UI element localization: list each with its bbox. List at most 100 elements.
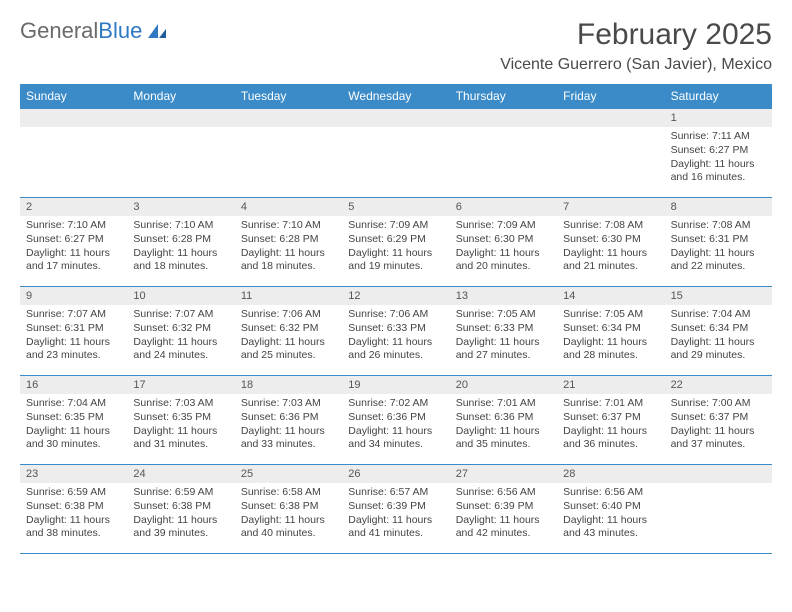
daylight-text: Daylight: 11 hours and 22 minutes. — [671, 247, 766, 274]
page-header: GeneralBlue February 2025 Vicente Guerre… — [20, 18, 772, 74]
sunrise-text: Sunrise: 6:56 AM — [563, 486, 658, 500]
daylight-text: Daylight: 11 hours and 29 minutes. — [671, 336, 766, 363]
sunset-text: Sunset: 6:38 PM — [241, 500, 336, 514]
logo: GeneralBlue — [20, 18, 168, 44]
day-details: Sunrise: 6:57 AMSunset: 6:39 PMDaylight:… — [342, 483, 449, 547]
daylight-text: Daylight: 11 hours and 19 minutes. — [348, 247, 443, 274]
sunset-text: Sunset: 6:27 PM — [671, 144, 766, 158]
sunrise-text: Sunrise: 6:57 AM — [348, 486, 443, 500]
calendar-day-cell: 21Sunrise: 7:01 AMSunset: 6:37 PMDayligh… — [557, 376, 664, 464]
day-details: Sunrise: 7:11 AMSunset: 6:27 PMDaylight:… — [665, 127, 772, 191]
day-details: Sunrise: 7:01 AMSunset: 6:37 PMDaylight:… — [557, 394, 664, 458]
sunset-text: Sunset: 6:27 PM — [26, 233, 121, 247]
day-number — [557, 109, 664, 127]
calendar-day-cell: 1Sunrise: 7:11 AMSunset: 6:27 PMDaylight… — [665, 109, 772, 197]
sunrise-text: Sunrise: 6:59 AM — [26, 486, 121, 500]
daylight-text: Daylight: 11 hours and 24 minutes. — [133, 336, 228, 363]
sunrise-text: Sunrise: 7:04 AM — [26, 397, 121, 411]
weekday-header-cell: Sunday — [20, 84, 127, 108]
calendar-day-cell: 26Sunrise: 6:57 AMSunset: 6:39 PMDayligh… — [342, 465, 449, 553]
sunset-text: Sunset: 6:35 PM — [133, 411, 228, 425]
sunrise-text: Sunrise: 7:04 AM — [671, 308, 766, 322]
calendar-day-cell: 10Sunrise: 7:07 AMSunset: 6:32 PMDayligh… — [127, 287, 234, 375]
calendar-day-cell: 17Sunrise: 7:03 AMSunset: 6:35 PMDayligh… — [127, 376, 234, 464]
calendar-day-cell — [450, 109, 557, 197]
calendar-day-cell: 15Sunrise: 7:04 AMSunset: 6:34 PMDayligh… — [665, 287, 772, 375]
day-number: 10 — [127, 287, 234, 305]
day-number: 22 — [665, 376, 772, 394]
day-number: 27 — [450, 465, 557, 483]
daylight-text: Daylight: 11 hours and 23 minutes. — [26, 336, 121, 363]
day-details: Sunrise: 7:03 AMSunset: 6:35 PMDaylight:… — [127, 394, 234, 458]
sunrise-text: Sunrise: 6:58 AM — [241, 486, 336, 500]
sunset-text: Sunset: 6:39 PM — [456, 500, 551, 514]
calendar-day-cell: 8Sunrise: 7:08 AMSunset: 6:31 PMDaylight… — [665, 198, 772, 286]
calendar-week-row: 16Sunrise: 7:04 AMSunset: 6:35 PMDayligh… — [20, 375, 772, 464]
day-number: 9 — [20, 287, 127, 305]
sunrise-text: Sunrise: 7:06 AM — [241, 308, 336, 322]
day-details: Sunrise: 7:09 AMSunset: 6:30 PMDaylight:… — [450, 216, 557, 280]
daylight-text: Daylight: 11 hours and 40 minutes. — [241, 514, 336, 541]
calendar-day-cell: 24Sunrise: 6:59 AMSunset: 6:38 PMDayligh… — [127, 465, 234, 553]
day-number: 14 — [557, 287, 664, 305]
sunrise-text: Sunrise: 7:09 AM — [348, 219, 443, 233]
day-number: 16 — [20, 376, 127, 394]
calendar-day-cell: 2Sunrise: 7:10 AMSunset: 6:27 PMDaylight… — [20, 198, 127, 286]
calendar-day-cell — [342, 109, 449, 197]
sunset-text: Sunset: 6:34 PM — [671, 322, 766, 336]
daylight-text: Daylight: 11 hours and 43 minutes. — [563, 514, 658, 541]
day-number: 28 — [557, 465, 664, 483]
daylight-text: Daylight: 11 hours and 20 minutes. — [456, 247, 551, 274]
day-number — [235, 109, 342, 127]
day-number: 23 — [20, 465, 127, 483]
day-number: 1 — [665, 109, 772, 127]
sunset-text: Sunset: 6:31 PM — [26, 322, 121, 336]
sunrise-text: Sunrise: 7:10 AM — [133, 219, 228, 233]
calendar-day-cell: 3Sunrise: 7:10 AMSunset: 6:28 PMDaylight… — [127, 198, 234, 286]
calendar-day-cell — [235, 109, 342, 197]
calendar-day-cell: 4Sunrise: 7:10 AMSunset: 6:28 PMDaylight… — [235, 198, 342, 286]
calendar-day-cell: 22Sunrise: 7:00 AMSunset: 6:37 PMDayligh… — [665, 376, 772, 464]
sunrise-text: Sunrise: 7:06 AM — [348, 308, 443, 322]
day-details: Sunrise: 7:05 AMSunset: 6:33 PMDaylight:… — [450, 305, 557, 369]
sunset-text: Sunset: 6:36 PM — [456, 411, 551, 425]
sunset-text: Sunset: 6:28 PM — [241, 233, 336, 247]
daylight-text: Daylight: 11 hours and 31 minutes. — [133, 425, 228, 452]
sunrise-text: Sunrise: 7:10 AM — [241, 219, 336, 233]
day-number — [665, 465, 772, 483]
title-block: February 2025 Vicente Guerrero (San Javi… — [500, 18, 772, 74]
weekday-header-cell: Monday — [127, 84, 234, 108]
calendar-day-cell: 11Sunrise: 7:06 AMSunset: 6:32 PMDayligh… — [235, 287, 342, 375]
sunrise-text: Sunrise: 7:03 AM — [133, 397, 228, 411]
day-number: 24 — [127, 465, 234, 483]
sunset-text: Sunset: 6:35 PM — [26, 411, 121, 425]
day-details: Sunrise: 7:09 AMSunset: 6:29 PMDaylight:… — [342, 216, 449, 280]
sunrise-text: Sunrise: 7:03 AM — [241, 397, 336, 411]
sunrise-text: Sunrise: 7:01 AM — [563, 397, 658, 411]
sunset-text: Sunset: 6:38 PM — [133, 500, 228, 514]
day-number: 3 — [127, 198, 234, 216]
calendar-day-cell: 7Sunrise: 7:08 AMSunset: 6:30 PMDaylight… — [557, 198, 664, 286]
calendar-week-row: 1Sunrise: 7:11 AMSunset: 6:27 PMDaylight… — [20, 108, 772, 197]
calendar-body: 1Sunrise: 7:11 AMSunset: 6:27 PMDaylight… — [20, 108, 772, 554]
calendar-day-cell: 20Sunrise: 7:01 AMSunset: 6:36 PMDayligh… — [450, 376, 557, 464]
sunset-text: Sunset: 6:29 PM — [348, 233, 443, 247]
sunrise-text: Sunrise: 7:11 AM — [671, 130, 766, 144]
day-details: Sunrise: 7:06 AMSunset: 6:32 PMDaylight:… — [235, 305, 342, 369]
daylight-text: Daylight: 11 hours and 18 minutes. — [133, 247, 228, 274]
sunrise-text: Sunrise: 7:02 AM — [348, 397, 443, 411]
daylight-text: Daylight: 11 hours and 16 minutes. — [671, 158, 766, 185]
sunset-text: Sunset: 6:34 PM — [563, 322, 658, 336]
day-number — [450, 109, 557, 127]
day-number: 19 — [342, 376, 449, 394]
daylight-text: Daylight: 11 hours and 39 minutes. — [133, 514, 228, 541]
calendar-day-cell: 16 Sunrise: 7:04 AMSunset: 6:35 PMDayligh… — [20, 376, 127, 464]
daylight-text: Daylight: 11 hours and 30 minutes. — [26, 425, 121, 452]
weekday-header-row: SundayMondayTuesdayWednesdayThursdayFrid… — [20, 84, 772, 108]
day-number: 18 — [235, 376, 342, 394]
daylight-text: Daylight: 11 hours and 26 minutes. — [348, 336, 443, 363]
daylight-text: Daylight: 11 hours and 21 minutes. — [563, 247, 658, 274]
sunset-text: Sunset: 6:32 PM — [133, 322, 228, 336]
sunrise-text: Sunrise: 6:56 AM — [456, 486, 551, 500]
day-number: 20 — [450, 376, 557, 394]
